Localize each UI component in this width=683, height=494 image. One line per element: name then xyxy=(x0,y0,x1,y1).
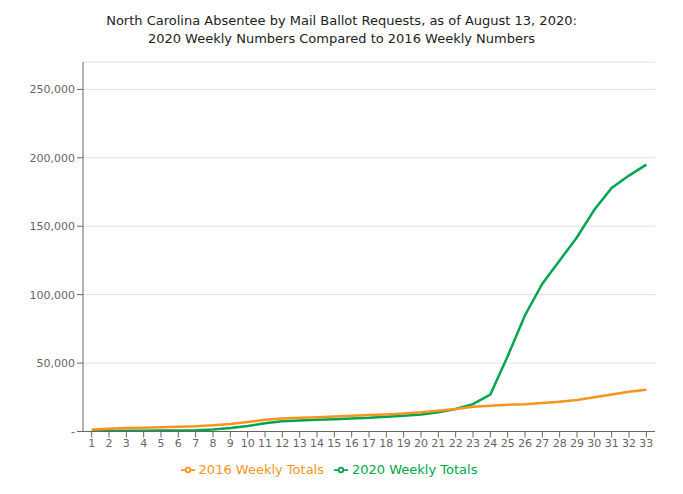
svg-text:12: 12 xyxy=(275,437,289,450)
svg-text:23: 23 xyxy=(466,437,480,450)
svg-text:-: - xyxy=(71,425,75,438)
svg-text:250,000: 250,000 xyxy=(30,83,76,96)
svg-text:26: 26 xyxy=(518,437,532,450)
svg-text:200,000: 200,000 xyxy=(30,152,76,165)
svg-text:33: 33 xyxy=(639,437,653,450)
svg-text:24: 24 xyxy=(483,437,497,450)
svg-text:150,000: 150,000 xyxy=(30,220,76,233)
svg-text:28: 28 xyxy=(553,437,567,450)
svg-text:3: 3 xyxy=(123,437,130,450)
svg-text:32: 32 xyxy=(622,437,636,450)
svg-text:31: 31 xyxy=(605,437,619,450)
svg-text:21: 21 xyxy=(431,437,445,450)
svg-text:25: 25 xyxy=(501,437,515,450)
svg-text:1: 1 xyxy=(88,437,95,450)
html-text:North Carolina Absentee by Mai: North Carolina Absentee by Mail Ballot R… xyxy=(106,13,577,28)
svg-text:5: 5 xyxy=(158,437,165,450)
svg-text:11: 11 xyxy=(258,437,272,450)
html-text:2016 Weekly Totals: 2016 Weekly Totals xyxy=(198,461,324,477)
svg-text:29: 29 xyxy=(570,437,584,450)
svg-text:27: 27 xyxy=(535,437,549,450)
svg-text:10: 10 xyxy=(241,437,255,450)
svg-text:13: 13 xyxy=(293,437,307,450)
svg-text:100,000: 100,000 xyxy=(30,289,76,302)
svg-text:20: 20 xyxy=(414,437,428,450)
html-text:2020 Weekly Totals: 2020 Weekly Totals xyxy=(352,461,478,477)
svg-text:17: 17 xyxy=(362,437,376,450)
svg-text:19: 19 xyxy=(397,437,411,450)
svg-text:8: 8 xyxy=(210,437,217,450)
svg-text:22: 22 xyxy=(449,437,463,450)
svg-text:18: 18 xyxy=(379,437,393,450)
svg-text:16: 16 xyxy=(345,437,359,450)
svg-text:9: 9 xyxy=(227,437,234,450)
svg-text:7: 7 xyxy=(192,437,199,450)
svg-text:50,000: 50,000 xyxy=(37,357,76,370)
svg-text:15: 15 xyxy=(327,437,341,450)
svg-text:4: 4 xyxy=(140,437,147,450)
svg-text:2: 2 xyxy=(106,437,113,450)
html-text:2020 Weekly Numbers Compared t: 2020 Weekly Numbers Compared to 2016 Wee… xyxy=(147,31,536,46)
svg-text:30: 30 xyxy=(587,437,601,450)
svg-text:6: 6 xyxy=(175,437,182,450)
svg-text:14: 14 xyxy=(310,437,324,450)
